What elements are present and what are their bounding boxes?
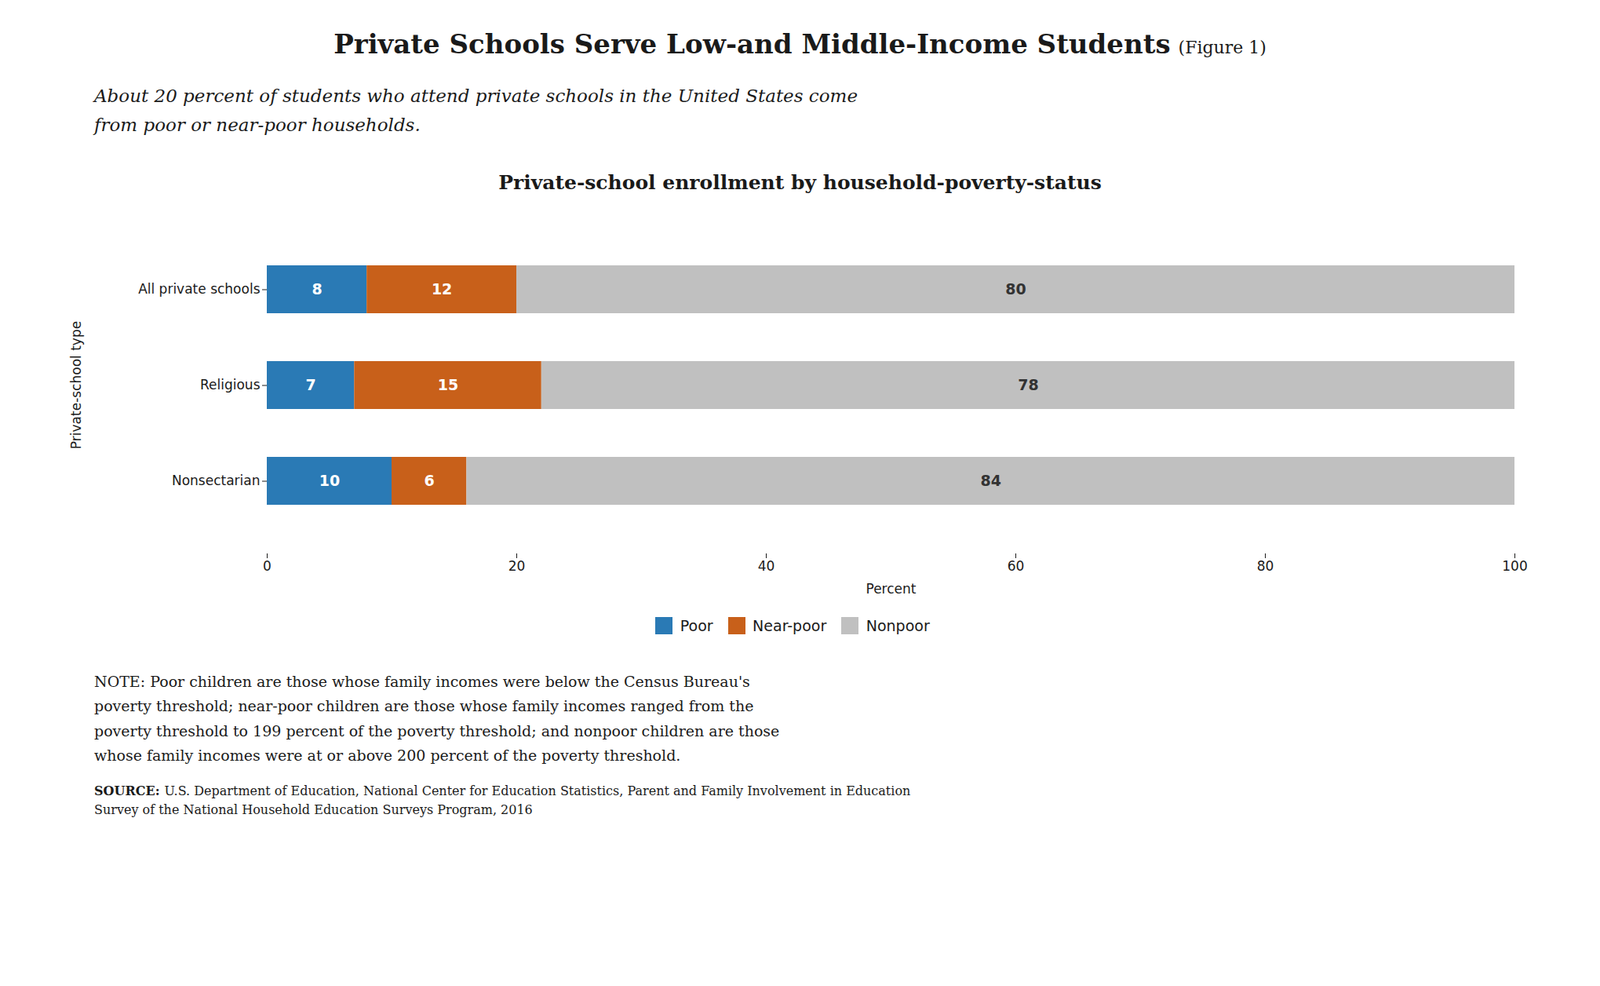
svg-text:7: 7 [305, 375, 316, 394]
svg-text:Percent: Percent [865, 579, 916, 596]
html-text:Private Schools Serve Low-and: Private Schools Serve Low-and Middle-Inc… [333, 28, 1267, 60]
html-text:Near-poor: Near-poor [752, 616, 827, 635]
svg-text:100: 100 [1501, 557, 1528, 573]
html-text:Private-school enrollment by h: Private-school enrollment by household-p… [498, 170, 1102, 194]
svg-text:60: 60 [1006, 557, 1025, 573]
html-text:SOURCE: U.S. Department of Edu: SOURCE: U.S. Department of Education, Na… [94, 783, 911, 818]
svg-text:84: 84 [980, 471, 1001, 489]
svg-text:40: 40 [757, 557, 775, 573]
svg-text:Private-school type: Private-school type [67, 320, 84, 449]
svg-text:6: 6 [423, 471, 434, 489]
svg-text:80: 80 [1005, 280, 1026, 298]
svg-text:8: 8 [311, 280, 322, 298]
html-text:Poor: Poor [680, 616, 713, 635]
html-text:NOTE: Poor children are those: NOTE: Poor children are those whose fami… [94, 672, 780, 764]
html-text:Nonpoor: Nonpoor [866, 616, 930, 635]
svg-text:12: 12 [430, 280, 452, 298]
svg-text:15: 15 [437, 375, 458, 394]
svg-text:Nonsectarian: Nonsectarian [171, 472, 260, 489]
svg-text:20: 20 [507, 557, 525, 573]
html-text:About 20 percent of students w: About 20 percent of students who attend … [94, 85, 858, 135]
svg-text:80: 80 [1256, 557, 1274, 573]
svg-text:10: 10 [318, 471, 339, 489]
svg-text:Religious: Religious [200, 376, 261, 393]
svg-text:0: 0 [262, 557, 272, 573]
svg-text:All private schools: All private schools [138, 280, 260, 297]
svg-text:78: 78 [1017, 375, 1039, 394]
